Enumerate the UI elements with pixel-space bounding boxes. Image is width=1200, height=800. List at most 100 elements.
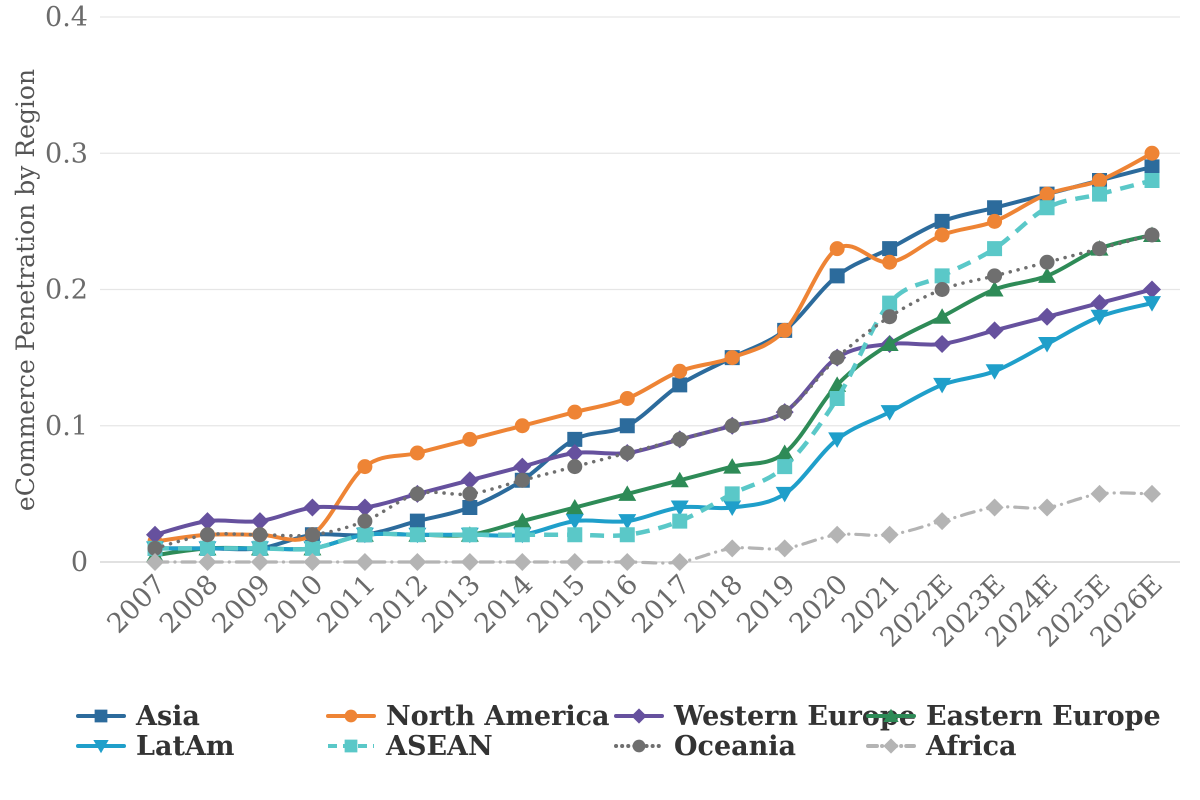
data-point-marker [934, 213, 950, 229]
data-point-marker [672, 431, 688, 447]
y-axis-title: eCommerce Penetration by Region [11, 69, 40, 511]
data-point-marker [934, 227, 950, 243]
data-point-marker [355, 498, 374, 517]
data-point-marker [198, 553, 217, 571]
legend-item-oceania: Oceania [614, 731, 796, 762]
legend-label: LatAm [136, 731, 234, 762]
data-point-marker [777, 322, 793, 338]
data-point-marker [724, 418, 740, 434]
data-point-marker [303, 553, 322, 571]
y-tick-label: 0.2 [45, 275, 88, 306]
y-tick-label: 0.1 [45, 411, 88, 442]
legend-item-north-america: North America [326, 701, 610, 732]
legend-label: Oceania [674, 731, 796, 762]
y-tick-label: 0.3 [45, 138, 88, 169]
x-tick-label: 2014 [469, 569, 540, 640]
data-point-marker [723, 500, 742, 516]
data-point-marker [723, 539, 742, 558]
data-point-marker [199, 527, 215, 543]
series-line [153, 233, 1154, 551]
data-point-marker [933, 512, 952, 531]
data-point-marker [514, 418, 530, 434]
legend-item-eastern-europe: Eastern Europe [866, 701, 1161, 732]
data-point-marker [1090, 484, 1109, 503]
data-point-marker [619, 418, 635, 434]
data-point-marker [462, 431, 478, 447]
data-point-marker [1090, 309, 1109, 326]
data-point-marker [147, 540, 163, 556]
series-western-europe [146, 280, 1161, 544]
data-point-marker [775, 444, 794, 460]
legend-triangle-down-icon [93, 740, 109, 754]
series-line [153, 287, 1154, 537]
data-point-marker [777, 459, 793, 475]
data-point-marker [828, 432, 847, 448]
data-point-marker [250, 512, 269, 531]
legend-item-asean: ASEAN [328, 731, 493, 762]
x-tick-label: 2015 [521, 569, 592, 640]
data-point-marker [252, 527, 268, 543]
legend-circle-icon [344, 709, 358, 723]
x-tick-label: 2010 [259, 569, 330, 640]
data-point-marker [1039, 200, 1055, 216]
data-point-marker [567, 431, 583, 447]
data-point-marker [1092, 186, 1108, 202]
data-point-marker [146, 553, 164, 571]
x-tick-label: 2012 [364, 569, 435, 640]
data-point-marker [1144, 227, 1160, 243]
data-point-marker [670, 500, 689, 516]
data-point-marker [409, 513, 425, 529]
legend-item-western-europe: Western Europe [614, 701, 916, 732]
legend-diamond-icon [883, 738, 899, 754]
x-tick-label: 2009 [206, 569, 277, 640]
legend-circle-icon [632, 739, 646, 753]
x-tick-label: 2013 [416, 569, 487, 640]
legend-label: North America [386, 701, 610, 732]
x-tick-label: 2017 [626, 569, 697, 640]
data-point-marker [934, 268, 950, 284]
data-point-marker [513, 553, 532, 571]
data-point-marker [357, 527, 373, 543]
data-point-marker [1038, 498, 1057, 517]
data-point-marker [723, 458, 742, 474]
data-point-marker [985, 364, 1004, 380]
data-point-marker [513, 457, 532, 476]
data-point-marker [829, 241, 845, 257]
legend-label: Asia [135, 701, 200, 732]
data-point-marker [250, 553, 269, 571]
data-point-marker [880, 405, 899, 421]
data-point-marker [985, 281, 1004, 297]
data-point-marker [304, 540, 320, 556]
data-point-marker [724, 486, 740, 502]
data-point-marker [514, 472, 530, 488]
data-point-marker [252, 540, 268, 556]
data-point-marker [567, 527, 583, 543]
data-point-marker [1143, 280, 1161, 299]
series-line [153, 151, 1154, 544]
legend-square-icon [94, 709, 108, 723]
x-tick-label: 2008 [154, 569, 225, 640]
x-tick-label: 2020 [784, 569, 855, 640]
data-point-marker [355, 553, 374, 571]
data-point-marker [1038, 337, 1057, 353]
data-point-marker [829, 268, 845, 284]
x-tick-label: 2018 [679, 569, 750, 640]
data-point-marker [1039, 186, 1055, 202]
data-point-marker [409, 486, 425, 502]
data-point-marker [1039, 254, 1055, 270]
y-tick-label: 0 [71, 547, 88, 578]
data-point-marker [1143, 296, 1161, 312]
data-point-marker [829, 391, 845, 406]
data-point-marker [462, 486, 478, 502]
data-point-marker [357, 459, 373, 475]
data-point-marker [1092, 241, 1108, 257]
data-point-marker [619, 445, 635, 461]
data-point-marker [672, 377, 688, 393]
data-point-marker [882, 309, 898, 325]
data-point-marker [882, 254, 898, 270]
data-point-marker [409, 445, 425, 461]
data-point-marker [672, 363, 688, 379]
series-asia [147, 159, 1160, 556]
data-point-marker [882, 241, 898, 257]
